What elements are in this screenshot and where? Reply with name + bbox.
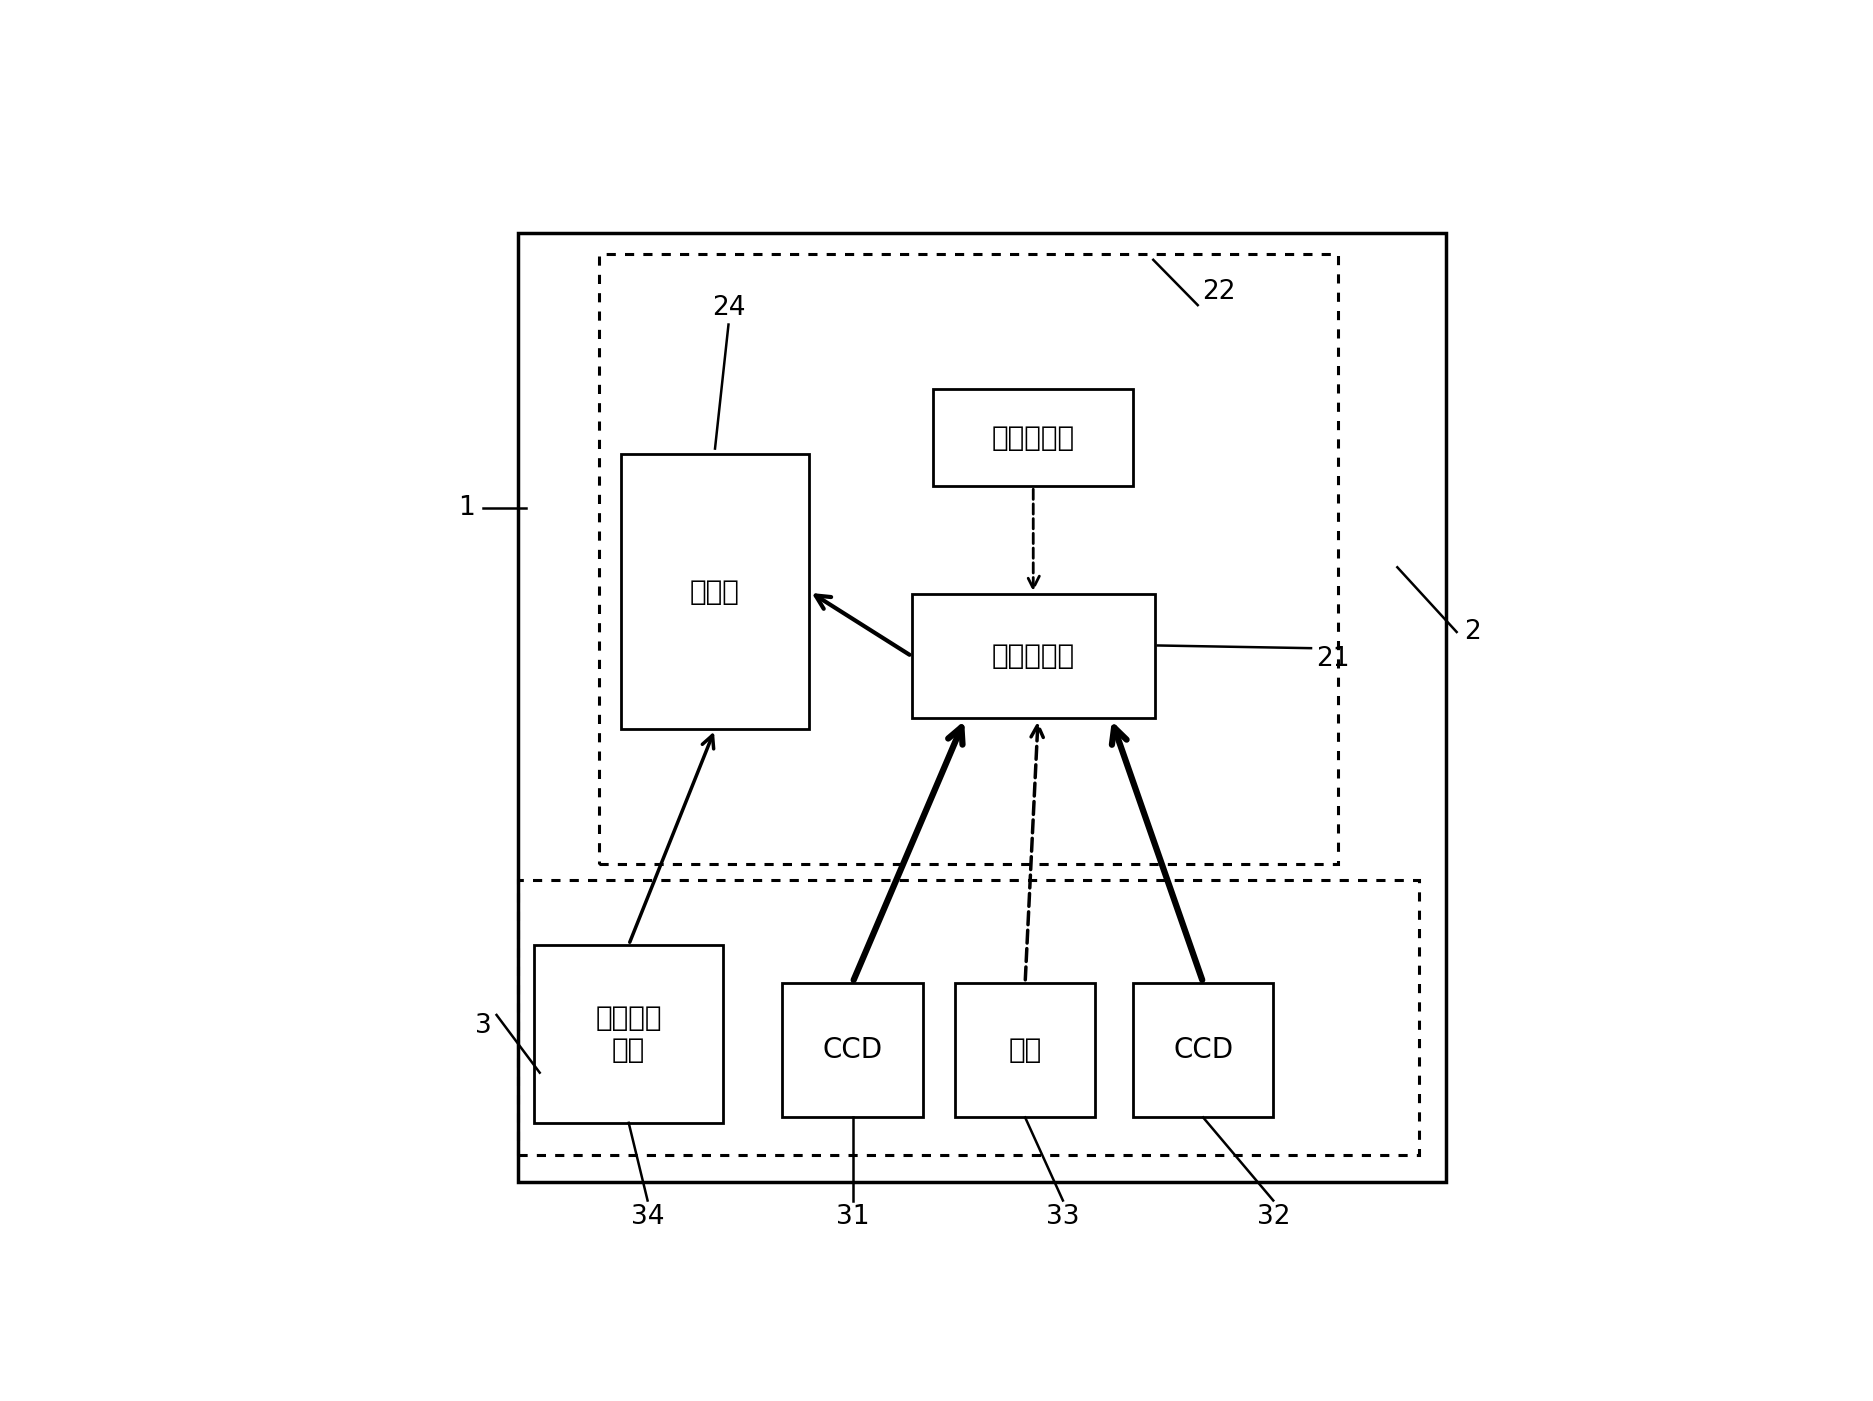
Text: 33: 33 <box>1045 1203 1079 1230</box>
Text: 光源: 光源 <box>1008 1035 1041 1063</box>
Text: 图像采集卡: 图像采集卡 <box>991 642 1075 670</box>
Text: 1: 1 <box>457 495 474 521</box>
Text: 31: 31 <box>835 1203 869 1230</box>
Text: 3: 3 <box>476 1013 493 1038</box>
Text: 24: 24 <box>712 296 745 321</box>
Bar <box>534 944 723 1122</box>
Bar <box>912 594 1154 719</box>
Text: 32: 32 <box>1257 1203 1289 1230</box>
Text: 计算机: 计算机 <box>689 577 740 605</box>
Bar <box>1133 982 1272 1118</box>
Bar <box>517 880 1418 1156</box>
Text: 加速度传
感器: 加速度传 感器 <box>596 1003 661 1063</box>
Bar <box>620 454 809 729</box>
Text: 21: 21 <box>1315 646 1349 672</box>
Text: CCD: CCD <box>1172 1035 1232 1063</box>
Text: 里程编码器: 里程编码器 <box>991 425 1075 451</box>
Bar <box>933 389 1133 486</box>
Bar <box>783 982 922 1118</box>
Text: 34: 34 <box>631 1203 663 1230</box>
Text: 22: 22 <box>1202 279 1236 305</box>
Text: CCD: CCD <box>822 1035 882 1063</box>
Bar <box>955 982 1094 1118</box>
Text: 2: 2 <box>1463 619 1480 644</box>
Bar <box>517 233 1446 1182</box>
Bar <box>599 255 1337 864</box>
